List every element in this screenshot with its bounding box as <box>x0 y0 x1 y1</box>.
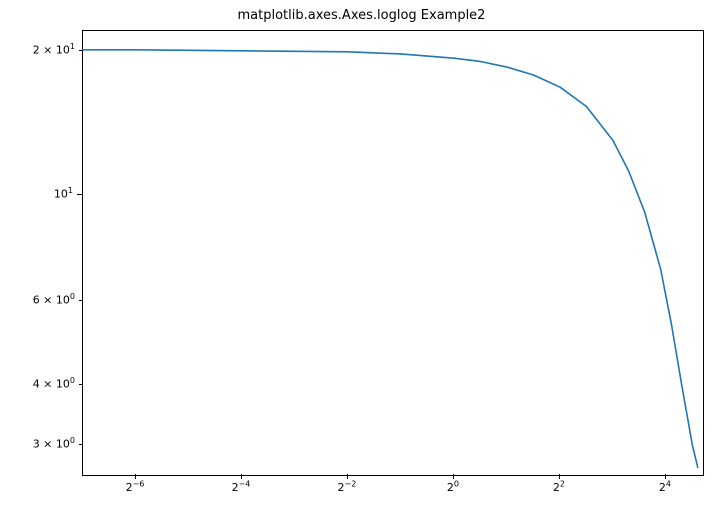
y-tick-label: 101 <box>54 187 73 200</box>
x-tick-mark <box>453 474 454 479</box>
y-minor-tick-mark <box>79 50 82 51</box>
y-minor-tick-mark <box>79 384 82 385</box>
y-minor-tick-label: 2 × 101 <box>33 43 75 56</box>
x-tick-label: 20 <box>447 481 459 494</box>
y-minor-tick-label: 3 × 100 <box>33 438 75 451</box>
y-minor-tick-label: 6 × 100 <box>33 294 75 307</box>
x-tick-label: 24 <box>659 481 671 494</box>
x-tick-label: 2−4 <box>232 481 251 494</box>
chart-title: matplotlib.axes.Axes.loglog Example2 <box>0 8 723 23</box>
x-tick-label: 2−6 <box>126 481 145 494</box>
x-tick-mark <box>347 474 348 479</box>
x-tick-mark <box>241 474 242 479</box>
axes-box <box>82 30 704 476</box>
y-tick-mark <box>77 194 82 195</box>
x-tick-label: 2−2 <box>338 481 357 494</box>
x-tick-mark <box>665 474 666 479</box>
figure: matplotlib.axes.Axes.loglog Example2 2−6… <box>0 0 723 525</box>
y-minor-tick-label: 4 × 100 <box>33 378 75 391</box>
x-tick-mark <box>135 474 136 479</box>
y-minor-tick-mark <box>79 300 82 301</box>
line-series <box>83 31 703 475</box>
x-tick-label: 22 <box>553 481 565 494</box>
y-minor-tick-mark <box>79 444 82 445</box>
x-tick-mark <box>559 474 560 479</box>
